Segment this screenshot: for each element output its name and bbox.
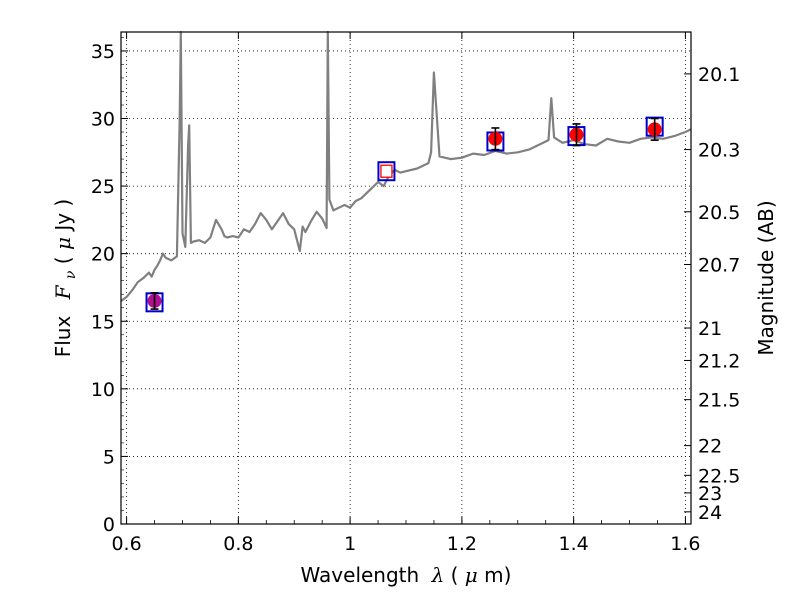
x-tick-label: 1.2 [447,533,477,555]
y2-tick-label: 21 [698,318,722,340]
spectrum-line [120,30,692,302]
x-axis-label: Wavelength [301,563,420,587]
spectrum-layer [120,30,692,302]
y2-axis-title: Magnitude (AB) [754,200,778,355]
y2-tick-label: 21.5 [698,390,740,412]
y-tick-label: 20 [91,244,115,266]
y-axis-label: Flux [51,316,75,358]
open-red-square [380,164,393,178]
y-axis-title: Flux F ν ( μ Jy ) [51,199,80,358]
x-tick-label: 1.4 [559,533,589,555]
y2-tick-label: 22.5 [698,465,740,487]
y-axis-unit-mu: μ [51,237,75,250]
y-tick-label: 5 [103,446,115,468]
y-tick-label: 35 [91,41,115,63]
y-tick-label: 0 [103,514,115,536]
y-tick-label: 15 [91,311,115,333]
x-tick-label: 0.8 [223,533,253,555]
y2-tick-label: 20.3 [698,140,740,162]
y2-tick-label: 24 [698,502,722,524]
y-tick-label: 10 [91,379,115,401]
y-axis-unit-open: ( [51,250,75,264]
marker-layer [145,116,664,313]
plot-background [121,32,691,524]
y-tick-label: 25 [91,176,115,198]
y2-tick-label: 23 [698,483,722,505]
x-axis-unit-close: m) [484,563,511,587]
ticks: 0.6 0.8 1 1.2 1.4 1.6 0 5 10 15 20 25 30 35 20.1 20.3 20… [91,32,740,555]
y2-tick-label: 20.5 [698,202,740,224]
x-tick-label: 0.6 [111,533,141,555]
y2-tick-label: 20.1 [698,64,740,86]
y-tick-label: 30 [91,109,115,131]
y-axis-unit-close: Jy ) [51,199,75,233]
y2-tick-label: 21.2 [698,350,740,372]
x-axis-title: Wavelength λ ( μ m) [301,563,512,587]
x-tick-label: 1 [344,533,356,555]
y2-tick-label: 20.7 [698,254,740,276]
x-axis-unit-mu: μ [465,563,478,587]
x-tick-label: 1.6 [670,533,700,555]
x-axis-unit-open: ( [451,563,459,587]
y2-tick-label: 22 [698,436,722,458]
model-square [377,161,396,182]
y-axis-symbol: F [51,284,75,300]
y-axis-symbol-sub: ν [63,270,79,279]
x-axis-symbol: λ [431,563,445,587]
